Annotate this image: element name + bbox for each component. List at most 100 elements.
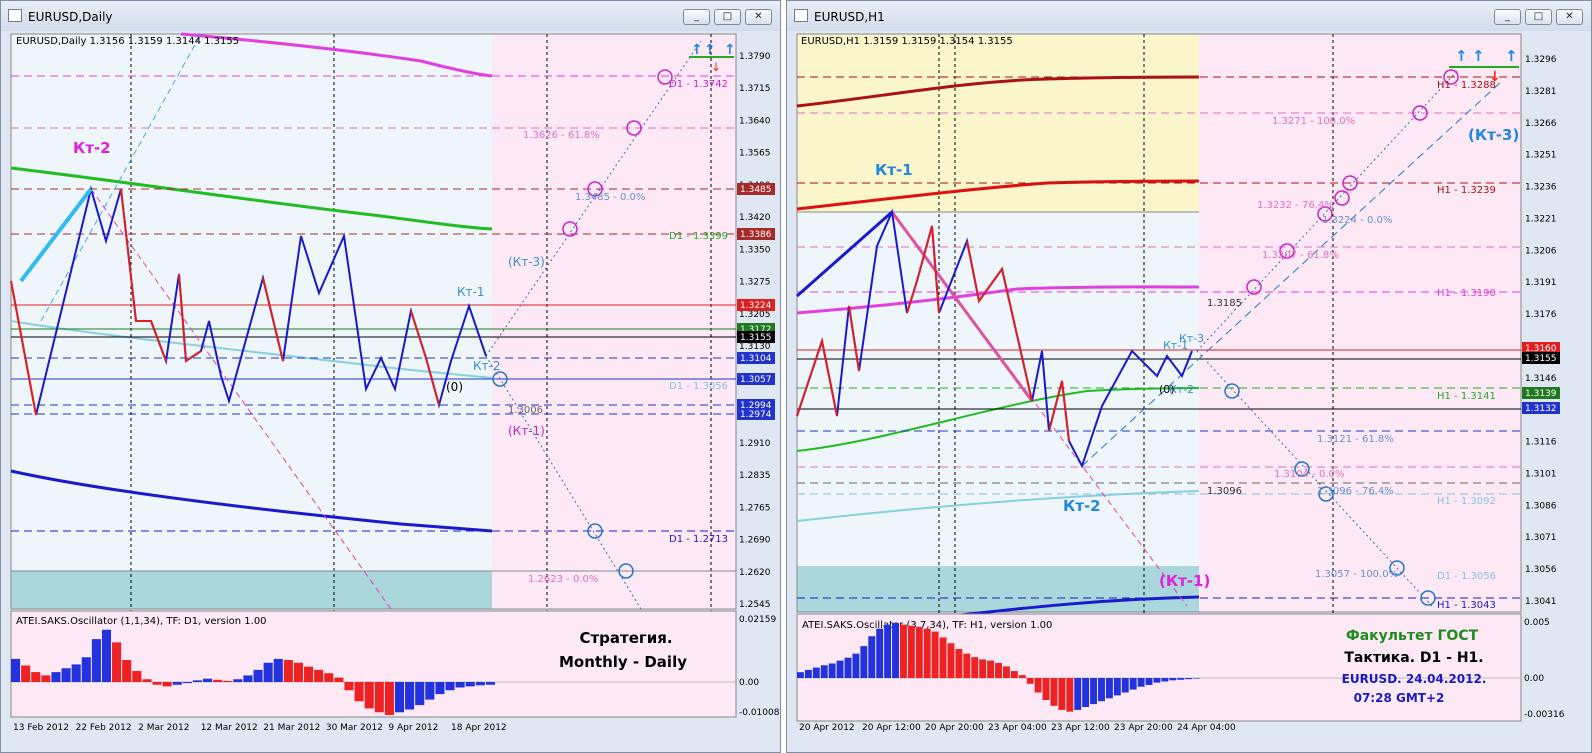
oscillator-bar [384,682,394,715]
oscillator-bar [1193,678,1200,679]
oscillator-bar [868,636,876,678]
kt3-paren-label: (Кт-3) [1468,126,1519,144]
oscillator-bar [132,671,142,682]
oscillator-bar [101,629,112,682]
price-tag-label: 1.3485 [740,185,772,195]
price-tag [1522,352,1560,364]
price-axis-label: 1.3056 [1525,565,1557,575]
maximize-button[interactable]: □ [1525,9,1552,25]
maximize-button[interactable]: □ [714,9,741,25]
price-axis-label: 1.3281 [1525,87,1557,97]
window-title: EURUSD,Daily [28,10,113,24]
oscillator-bar [1018,675,1026,678]
price-tag-label: 1.3160 [1525,344,1557,354]
oscillator-bar [91,639,101,682]
level-label: 1.3232 - 76.4% [1257,200,1334,211]
oscillator-bar [81,657,91,682]
price-axis-label: 1.3146 [1525,374,1557,384]
level-label: 1.3185 [1207,298,1242,309]
oscillator-bar [374,682,384,713]
oscillator-bar [971,657,979,678]
oscillator-bar [1153,678,1161,683]
date-axis-label: 13 Feb 2012 [13,723,69,733]
close-button[interactable]: ✕ [745,9,772,25]
oscillator-bar [202,678,213,682]
window-titlebar[interactable]: EURUSD,Daily _ □ ✕ [1,1,780,31]
oscillator-bar [1113,678,1121,696]
oscillator-bar [1129,678,1137,690]
level-label: 1.3104 - 0.0% [1274,469,1344,480]
oscillator-bar [1074,678,1082,710]
oscillator-bar [828,663,836,678]
oscillator-bar [955,649,963,678]
oscillator-bar [1161,678,1169,682]
oscillator-bar [923,628,931,678]
price-tag [737,183,775,195]
price-axis-label: 1.3420 [739,213,771,223]
oscillator-bar [314,669,324,682]
oscillator-bar [112,642,122,682]
oscillator-bar [122,660,132,682]
price-tag-label: 1.3155 [1525,354,1557,364]
oscillator-bar [1042,678,1050,701]
price-axis-label: 1.2690 [739,536,771,546]
level-label: 1.3224 - 0.0% [1322,215,1392,226]
price-axis-label: 1.2835 [739,471,771,481]
level-label: D1 - 1.2713 [669,534,728,545]
date-axis-label: 9 Apr 2012 [388,723,438,733]
oscillator-bar [354,682,364,702]
price-tag-label: 1.3155 [740,333,772,343]
oscillator-header: ATEI.SAKS.Oscillator (1,1,34), TF: D1, v… [16,616,267,627]
oscillator-bar [1034,678,1042,693]
date-axis-label: 30 Mar 2012 [326,723,383,733]
oscillator-bar [915,626,923,678]
price-axis-label: 1.3790 [739,52,771,62]
oscillator-bar [324,673,334,682]
h1-chart-canvas[interactable]: ↑ ↑ ↑ ↓ EURUSD,H1 1.3159 1.3159 1.3154 1.3… [787,31,1591,752]
minimize-button[interactable]: _ [1494,9,1521,25]
price-axis-label: 1.3266 [1525,119,1557,129]
oscillator-bar [1026,678,1034,684]
price-axis-label: 1.3565 [739,149,771,159]
price-axis-label: 1.3251 [1525,151,1557,161]
zero-label: (0) [446,380,463,394]
price-tag-label: 1.2994 [740,401,772,411]
daily-chart-window[interactable]: EURUSD,Daily _ □ ✕ [0,0,781,753]
level-label: 1.3271 - 100.0% [1272,116,1355,127]
oscillator-bar [1169,678,1177,681]
kt1-paren-label: (Кт-1) [508,424,545,438]
daily-chart-canvas[interactable]: ↑ ↑ ↑ ↓ EURUSD,Daily 1.3156 1.3159 1.3144 … [1,31,780,752]
date-axis-label: 20 Apr 12:00 [862,723,921,733]
oscillator-bar [162,682,172,687]
date-axis-label: 20 Apr 2012 [799,723,855,733]
date-axis-label: 21 Mar 2012 [263,723,320,733]
price-tag-label: 1.3132 [1525,404,1557,414]
oscillator-bar [243,675,253,682]
osc-axis-label: -0.01008 [739,708,780,718]
zero-label: (0) [1159,383,1175,396]
osc-axis-label: 0.005 [1524,618,1550,628]
price-tag [1522,342,1560,354]
window-title: EURUSD,H1 [814,10,885,24]
price-tag-label: 1.3139 [1525,389,1557,399]
price-tag [737,352,775,364]
oscillator-bar [233,679,243,682]
oscillator-bar [844,657,852,678]
price-axis-label: 1.2765 [739,503,771,513]
price-tag-label: 1.2974 [740,410,772,420]
h1-chart-window[interactable]: EURUSD,H1 _ □ ✕ [786,0,1592,753]
oscillator-bar [1145,678,1153,685]
window-titlebar[interactable]: EURUSD,H1 _ □ ✕ [787,1,1591,31]
date-axis-label: 23 Apr 04:00 [988,723,1047,733]
oscillator-bar [485,682,495,685]
price-axis-label: 1.3296 [1525,55,1557,65]
close-button[interactable]: ✕ [1556,9,1583,25]
oscillator-bar [21,665,31,682]
oscillator-bar [394,682,405,713]
minimize-button[interactable]: _ [683,9,710,25]
svg-text:↓: ↓ [1489,69,1501,85]
oscillator-bar [860,646,868,678]
oscillator-bar [1066,678,1074,712]
price-tag [737,331,775,343]
level-label: D1 - 1.3056 [669,381,728,392]
